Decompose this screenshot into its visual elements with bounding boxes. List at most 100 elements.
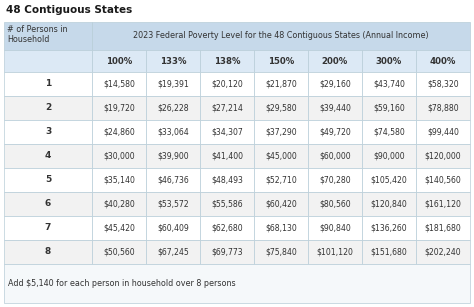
Text: 150%: 150% [268, 56, 294, 65]
Bar [4, 264, 470, 303]
Bar [200, 192, 254, 216]
Text: 133%: 133% [160, 56, 186, 65]
Bar [254, 120, 308, 144]
Text: $151,680: $151,680 [371, 247, 407, 257]
Bar [362, 240, 416, 264]
Text: $21,870: $21,870 [265, 80, 297, 88]
Text: $90,840: $90,840 [319, 223, 351, 232]
Text: $33,064: $33,064 [157, 127, 189, 137]
Text: $52,710: $52,710 [265, 176, 297, 185]
Text: 48 Contiguous States: 48 Contiguous States [6, 5, 132, 15]
Text: 2023 Federal Poverty Level for the 48 Contiguous States (Annual Income): 2023 Federal Poverty Level for the 48 Co… [133, 32, 429, 41]
Bar [146, 120, 200, 144]
Text: $70,280: $70,280 [319, 176, 351, 185]
Text: 4: 4 [45, 151, 51, 161]
Text: 6: 6 [45, 200, 51, 208]
Text: $74,580: $74,580 [373, 127, 405, 137]
Text: $37,290: $37,290 [265, 127, 297, 137]
Text: $49,720: $49,720 [319, 127, 351, 137]
Text: $46,736: $46,736 [157, 176, 189, 185]
Text: $50,560: $50,560 [103, 247, 135, 257]
Bar [92, 72, 146, 96]
Bar [254, 50, 308, 72]
Bar [146, 96, 200, 120]
Bar [4, 144, 92, 168]
Bar [200, 120, 254, 144]
Text: $26,228: $26,228 [157, 103, 189, 112]
Bar [308, 240, 362, 264]
Bar [362, 168, 416, 192]
Text: $19,720: $19,720 [103, 103, 135, 112]
Bar [92, 240, 146, 264]
Bar [254, 192, 308, 216]
Bar [362, 192, 416, 216]
Bar [254, 168, 308, 192]
Text: 400%: 400% [430, 56, 456, 65]
Bar [200, 240, 254, 264]
Bar [308, 50, 362, 72]
Bar [4, 120, 92, 144]
Bar [416, 96, 470, 120]
Text: $14,580: $14,580 [103, 80, 135, 88]
Bar [362, 120, 416, 144]
Text: $39,440: $39,440 [319, 103, 351, 112]
Text: 5: 5 [45, 176, 51, 185]
Text: $75,840: $75,840 [265, 247, 297, 257]
Bar [4, 22, 92, 50]
Text: Add $5,140 for each person in household over 8 persons: Add $5,140 for each person in household … [8, 279, 236, 288]
Text: $105,420: $105,420 [371, 176, 407, 185]
Text: $24,860: $24,860 [103, 127, 135, 137]
Text: $45,420: $45,420 [103, 223, 135, 232]
Bar [416, 240, 470, 264]
Bar [254, 216, 308, 240]
Bar [92, 168, 146, 192]
Bar [416, 144, 470, 168]
Bar [200, 50, 254, 72]
Text: $30,000: $30,000 [103, 151, 135, 161]
Bar [200, 144, 254, 168]
Bar [308, 72, 362, 96]
Bar [200, 168, 254, 192]
Bar [416, 216, 470, 240]
Text: $35,140: $35,140 [103, 176, 135, 185]
Text: $161,120: $161,120 [425, 200, 461, 208]
Bar [4, 192, 92, 216]
Text: $99,440: $99,440 [427, 127, 459, 137]
Text: $120,840: $120,840 [371, 200, 407, 208]
Bar [308, 144, 362, 168]
Bar [92, 216, 146, 240]
Bar [254, 240, 308, 264]
Text: 2: 2 [45, 103, 51, 112]
Text: $181,680: $181,680 [425, 223, 461, 232]
Text: $55,586: $55,586 [211, 200, 243, 208]
Text: $48,493: $48,493 [211, 176, 243, 185]
Text: 200%: 200% [322, 56, 348, 65]
Text: $45,000: $45,000 [265, 151, 297, 161]
Bar [146, 168, 200, 192]
Bar [4, 96, 92, 120]
Text: 300%: 300% [376, 56, 402, 65]
Text: $90,000: $90,000 [373, 151, 405, 161]
Bar [92, 120, 146, 144]
Bar [416, 192, 470, 216]
Text: $140,560: $140,560 [425, 176, 461, 185]
Bar [308, 192, 362, 216]
Bar [362, 144, 416, 168]
Bar [308, 120, 362, 144]
Text: $80,560: $80,560 [319, 200, 351, 208]
Bar [362, 50, 416, 72]
Text: 3: 3 [45, 127, 51, 137]
Text: $41,400: $41,400 [211, 151, 243, 161]
Text: 100%: 100% [106, 56, 132, 65]
Text: $202,240: $202,240 [425, 247, 461, 257]
Bar [416, 168, 470, 192]
Text: $19,391: $19,391 [157, 80, 189, 88]
Bar [4, 72, 92, 96]
Text: $78,880: $78,880 [427, 103, 459, 112]
Bar [254, 96, 308, 120]
Text: $53,572: $53,572 [157, 200, 189, 208]
Bar [416, 120, 470, 144]
Bar [4, 168, 92, 192]
Text: 1: 1 [45, 80, 51, 88]
Text: 138%: 138% [214, 56, 240, 65]
